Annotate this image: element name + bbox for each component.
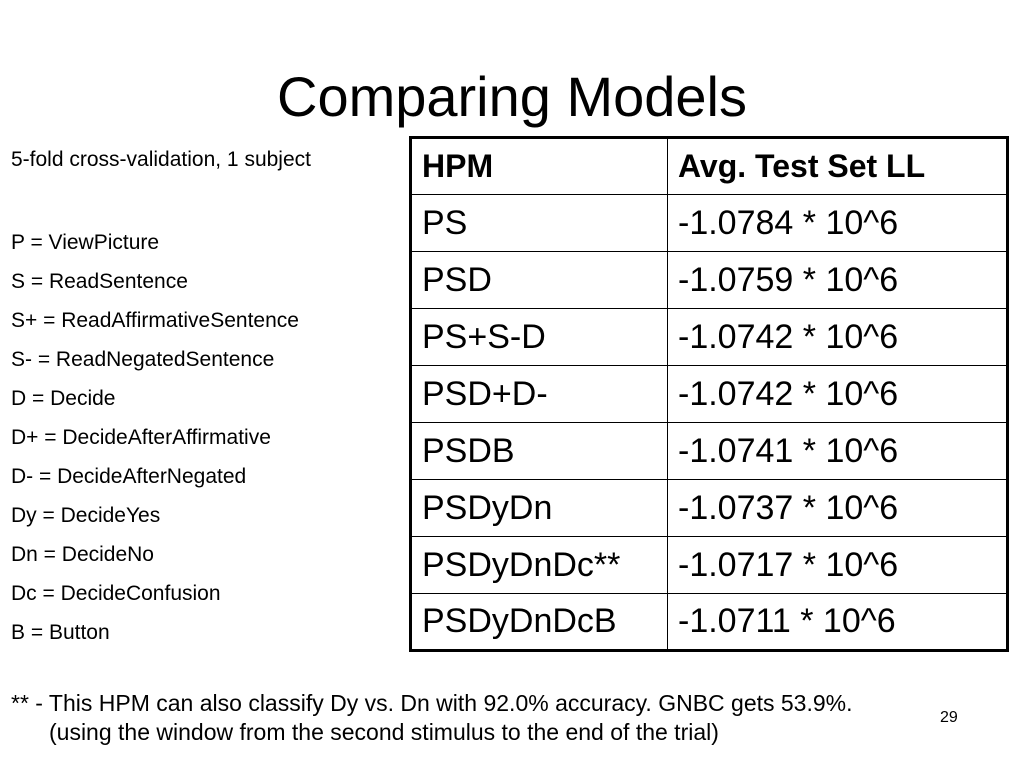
hpm-cell: PSDyDn bbox=[410, 479, 668, 537]
ll-cell: -1.0741 * 10^6 bbox=[667, 422, 1008, 480]
table-row: PS+S-D -1.0742 * 10^6 bbox=[410, 308, 1008, 366]
legend-item: S+ = ReadAffirmativeSentence bbox=[11, 309, 299, 332]
legend-item: D+ = DecideAfterAffirmative bbox=[11, 426, 271, 449]
hpm-cell: PS bbox=[410, 194, 668, 252]
table-row: PSDyDn -1.0737 * 10^6 bbox=[410, 479, 1008, 537]
ll-cell: -1.0737 * 10^6 bbox=[667, 479, 1008, 537]
hpm-cell: PSD bbox=[410, 251, 668, 309]
footnote: ** - This HPM can also classify Dy vs. D… bbox=[11, 689, 853, 747]
ll-cell: -1.0742 * 10^6 bbox=[667, 365, 1008, 423]
table-row: PSD+D- -1.0742 * 10^6 bbox=[410, 365, 1008, 423]
ll-cell: -1.0742 * 10^6 bbox=[667, 308, 1008, 366]
table-row: PSD -1.0759 * 10^6 bbox=[410, 251, 1008, 309]
hpm-cell: PSDB bbox=[410, 422, 668, 480]
abbreviation-legend: P = ViewPicture S = ReadSentence S+ = Re… bbox=[11, 223, 299, 652]
ll-cell: -1.0717 * 10^6 bbox=[667, 536, 1008, 594]
footnote-line-2: (using the window from the second stimul… bbox=[49, 719, 719, 745]
model-comparison-table: HPM Avg. Test Set LL PS -1.0784 * 10^6 P… bbox=[409, 136, 1009, 652]
legend-item: P = ViewPicture bbox=[11, 231, 160, 254]
hpm-cell: PSDyDnDc** bbox=[410, 536, 668, 594]
table-row: PSDB -1.0741 * 10^6 bbox=[410, 422, 1008, 480]
intro-text: 5-fold cross-validation, 1 subject bbox=[11, 148, 311, 171]
footnote-line-1: ** - This HPM can also classify Dy vs. D… bbox=[11, 690, 853, 716]
hpm-cell: PS+S-D bbox=[410, 308, 668, 366]
table-row: PS -1.0784 * 10^6 bbox=[410, 194, 1008, 252]
header-avg-test-set-ll: Avg. Test Set LL bbox=[667, 137, 1008, 195]
legend-item: Dc = DecideConfusion bbox=[11, 582, 221, 605]
ll-cell: -1.0784 * 10^6 bbox=[667, 194, 1008, 252]
legend-item: D = Decide bbox=[11, 387, 116, 410]
hpm-cell: PSDyDnDcB bbox=[410, 593, 668, 651]
table-row: PSDyDnDc** -1.0717 * 10^6 bbox=[410, 536, 1008, 594]
slide-title: Comparing Models bbox=[277, 65, 747, 128]
ll-cell: -1.0711 * 10^6 bbox=[667, 593, 1008, 651]
legend-item: S- = ReadNegatedSentence bbox=[11, 348, 275, 371]
legend-item: D- = DecideAfterNegated bbox=[11, 465, 247, 488]
table-row: PSDyDnDcB -1.0711 * 10^6 bbox=[410, 593, 1008, 651]
legend-item: S = ReadSentence bbox=[11, 270, 188, 293]
header-hpm: HPM bbox=[410, 137, 668, 195]
hpm-cell: PSD+D- bbox=[410, 365, 668, 423]
legend-item: B = Button bbox=[11, 621, 110, 644]
ll-cell: -1.0759 * 10^6 bbox=[667, 251, 1008, 309]
legend-item: Dy = DecideYes bbox=[11, 504, 161, 527]
legend-item: Dn = DecideNo bbox=[11, 543, 154, 566]
table-header-row: HPM Avg. Test Set LL bbox=[410, 137, 1008, 195]
page-number: 29 bbox=[940, 709, 958, 726]
